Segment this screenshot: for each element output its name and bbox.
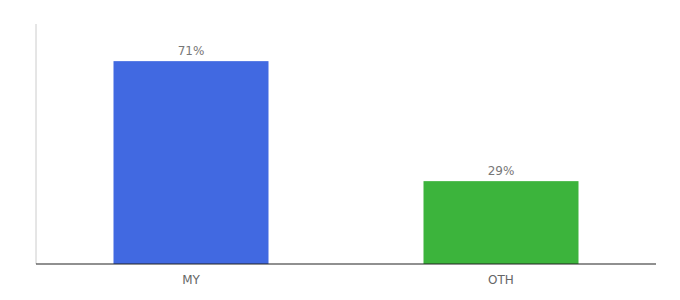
bar xyxy=(424,181,579,264)
plot-root: 71% 29% MY OTH xyxy=(36,24,656,287)
x-axis-line xyxy=(36,263,656,264)
chart-svg: 71% 29% MY OTH xyxy=(0,0,680,300)
bar xyxy=(114,61,269,264)
bars xyxy=(114,61,579,264)
x-tick-label: MY xyxy=(182,273,200,287)
chart-container: 71% 29% MY OTH xyxy=(0,0,680,300)
data-label: 29% xyxy=(488,164,515,178)
y-axis-line xyxy=(36,24,37,264)
x-tick-label: OTH xyxy=(488,273,514,287)
data-label: 71% xyxy=(178,44,205,58)
